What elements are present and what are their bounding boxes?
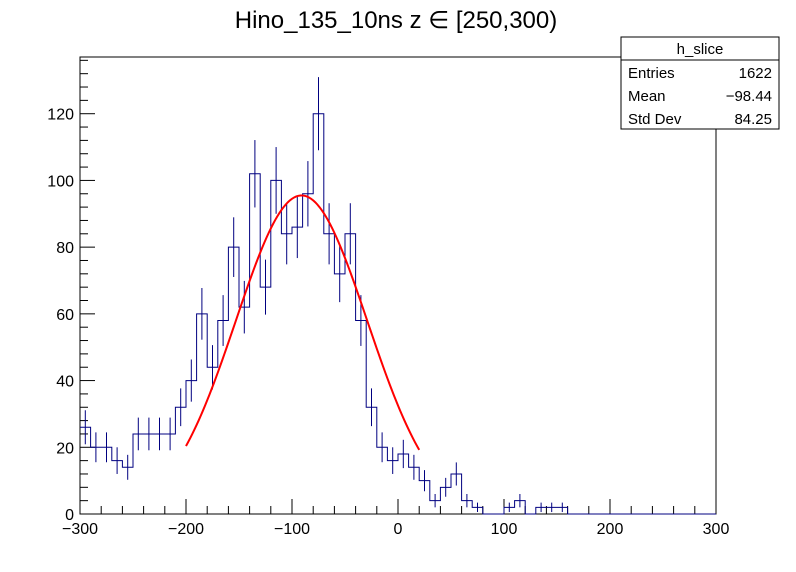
x-tick-label: 200 — [597, 521, 624, 538]
gaussian-fit-curve — [185, 194, 421, 451]
x-axis: −300 −200 −100 0 100 200 300 — [62, 499, 729, 538]
histogram-series — [80, 77, 716, 515]
stats-box: h_slice Entries 1622 Mean −98.44 Std Dev… — [620, 36, 780, 130]
stats-box-title: h_slice — [677, 41, 724, 58]
stats-stddev-value: 84.25 — [734, 111, 772, 128]
x-tick-label: 300 — [703, 521, 730, 538]
x-tick-label: −200 — [168, 521, 204, 538]
x-tick-label: −100 — [274, 521, 310, 538]
y-tick-label: 40 — [56, 374, 74, 391]
stats-mean-label: Mean — [628, 88, 666, 105]
y-tick-label: 80 — [56, 240, 74, 257]
x-tick-label: 0 — [394, 521, 403, 538]
stats-entries-label: Entries — [628, 65, 675, 82]
y-tick-label: 20 — [56, 440, 74, 457]
y-tick-label: 120 — [47, 107, 74, 124]
stats-entries-value: 1622 — [739, 65, 772, 82]
histogram-outline — [80, 113, 716, 515]
x-tick-label: −300 — [62, 521, 98, 538]
chart-title: Hino_135_10ns z ∈ [250,300) — [235, 7, 557, 34]
y-tick-label: 60 — [56, 307, 74, 324]
x-tick-label: 100 — [491, 521, 518, 538]
y-axis: 0 20 40 60 80 100 120 — [47, 59, 95, 524]
stats-mean-value: −98.44 — [726, 88, 772, 105]
y-tick-label: 0 — [65, 507, 74, 524]
stats-box-frame — [620, 36, 780, 130]
y-tick-label: 100 — [47, 173, 74, 190]
fit-series — [185, 194, 421, 451]
stats-stddev-label: Std Dev — [628, 111, 682, 128]
